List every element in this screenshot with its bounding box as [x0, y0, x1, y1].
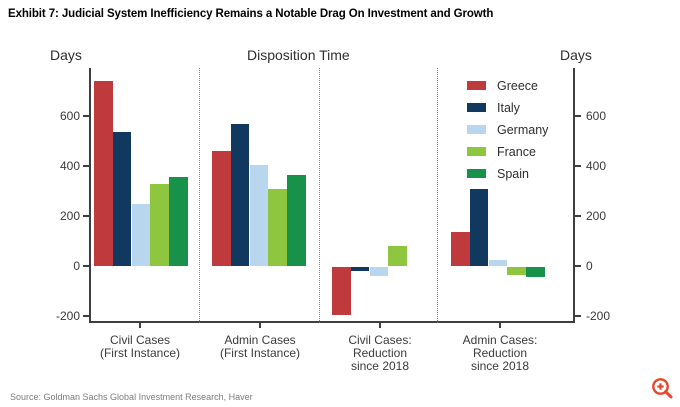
- x-tick-1: [259, 323, 261, 328]
- bar-greece-3: [451, 232, 470, 267]
- y-tick-label-right-0: 0: [586, 259, 593, 273]
- bar-france-2: [388, 246, 407, 266]
- x-tick-2: [379, 323, 381, 328]
- x-category-label-line: Reduction: [472, 346, 528, 360]
- y-tick-right-200: [575, 215, 581, 217]
- group-separator-1: [199, 68, 200, 323]
- group-separator-2: [319, 68, 320, 323]
- bar-italy-2: [350, 267, 370, 271]
- x-category-label-line: since 2018: [470, 359, 530, 373]
- y-tick-label-left-200: 200: [59, 209, 80, 223]
- legend-label-greece: Greece: [497, 79, 538, 93]
- x-category-label-line: Civil Cases: [109, 333, 170, 347]
- x-category-label-line: Civil Cases:: [348, 333, 412, 347]
- bar-france-3: [507, 267, 526, 275]
- legend-swatch-france: [467, 147, 486, 156]
- x-category-label-1: Admin Cases (First Instance): [200, 334, 320, 360]
- zoom-in-magnifier-icon: [652, 378, 673, 399]
- y-axis-line-right: [573, 68, 575, 323]
- x-category-label-line: Admin Cases: [224, 333, 296, 347]
- y-tick-label-left--200: -200: [55, 309, 80, 323]
- bar-greece-2: [332, 267, 351, 315]
- bar-france-1: [268, 188, 287, 266]
- y-tick-label-left-0: 0: [73, 259, 80, 273]
- bar-spain-0: [169, 177, 188, 267]
- chart-title: Disposition Time: [247, 47, 350, 63]
- bar-france-0: [150, 183, 169, 266]
- x-category-label-line: (First Instance): [99, 346, 180, 360]
- legend-label-italy: Italy: [497, 101, 520, 115]
- y-tick-label-right-200: 200: [586, 209, 607, 223]
- y-tick-right-0: [575, 265, 581, 267]
- y-tick-label-right--200: -200: [586, 309, 611, 323]
- y-tick-label-right-400: 400: [586, 159, 607, 173]
- legend-swatch-italy: [467, 103, 486, 112]
- legend-swatch-greece: [467, 81, 486, 90]
- bar-germany-0: [131, 203, 151, 266]
- legend-label-germany: Germany: [497, 123, 549, 137]
- exhibit-title: Exhibit 7: Judicial System Inefficiency …: [8, 8, 494, 20]
- bar-spain-1: [287, 174, 306, 267]
- y-axis-unit-label-left: Days: [50, 47, 82, 63]
- bar-greece-0: [94, 81, 113, 266]
- y-tick-label-left-600: 600: [59, 109, 80, 123]
- bar-spain-3: [526, 267, 545, 277]
- y-axis-unit-label-right: Days: [560, 47, 592, 63]
- bar-italy-3: [469, 188, 489, 266]
- y-tick-right--200: [575, 315, 581, 317]
- y-tick-left-600: [83, 115, 89, 117]
- bar-germany-3: [488, 259, 508, 267]
- x-axis-line: [89, 321, 575, 323]
- x-category-label-line: since 2018: [350, 359, 410, 373]
- bar-italy-1: [230, 123, 250, 266]
- legend-label-france: France: [497, 145, 536, 159]
- x-category-label-line: (First Instance): [219, 346, 300, 360]
- bar-germany-2: [369, 267, 389, 276]
- legend-label-spain: Spain: [497, 167, 529, 181]
- group-separator-3: [437, 68, 438, 323]
- legend-swatch-spain: [467, 169, 486, 178]
- y-tick-label-right-600: 600: [586, 109, 607, 123]
- y-tick-label-left-400: 400: [59, 159, 80, 173]
- source-note: Source: Goldman Sachs Global Investment …: [10, 392, 253, 402]
- x-tick-3: [499, 323, 501, 328]
- y-tick-right-400: [575, 165, 581, 167]
- x-category-label-line: Reduction: [352, 346, 408, 360]
- x-category-label-3: Admin Cases: Reduction since 2018: [440, 334, 560, 373]
- y-tick-right-600: [575, 115, 581, 117]
- x-tick-0: [139, 323, 141, 328]
- bar-germany-1: [249, 164, 269, 267]
- x-category-label-2: Civil Cases: Reduction since 2018: [320, 334, 440, 373]
- x-category-label-line: Admin Cases:: [462, 333, 538, 347]
- zoom-in-button[interactable]: [648, 374, 676, 402]
- bar-greece-1: [212, 151, 231, 266]
- y-axis-line-left: [89, 68, 91, 323]
- x-category-label-0: Civil Cases (First Instance): [80, 334, 200, 360]
- y-tick-left--200: [83, 315, 89, 317]
- y-tick-left-0: [83, 265, 89, 267]
- y-tick-left-200: [83, 215, 89, 217]
- bar-italy-0: [112, 132, 132, 267]
- y-tick-left-400: [83, 165, 89, 167]
- legend-swatch-germany: [467, 125, 486, 134]
